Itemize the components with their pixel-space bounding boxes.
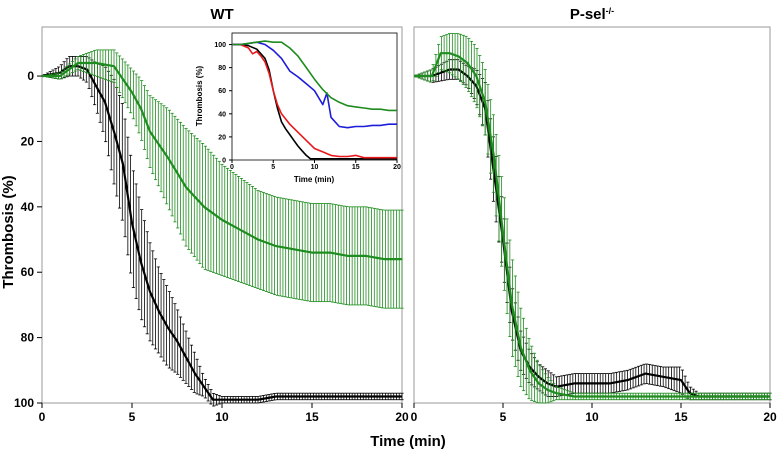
y-tick-label: 60 [218, 88, 226, 95]
y-tick-label: 100 [214, 42, 226, 49]
x-tick-label: 0 [230, 164, 234, 171]
series-line-green [42, 61, 402, 261]
inset-y-axis-label: Thrombosis (%) [195, 65, 204, 126]
series-line-blue [232, 41, 397, 129]
x-tick-label: 20 [393, 164, 401, 171]
y-tick-label: 100 [14, 396, 34, 410]
y-axis-label: Thrombosis (%) [0, 175, 17, 288]
y-tick-label: 0 [222, 158, 226, 165]
plot-frame [413, 26, 771, 404]
series-black [41, 56, 404, 407]
y-tick-label: 40 [218, 111, 226, 118]
series-line-red [232, 43, 397, 159]
series-red [232, 43, 397, 159]
panel-title-superscript: -/- [606, 6, 615, 16]
series-line-black [41, 65, 402, 401]
x-tick-label: 5 [500, 410, 507, 424]
x-tick-label: 0 [39, 410, 46, 424]
panel-title: P-sel-/- [570, 6, 614, 23]
inset-x-axis-label: Time (min) [294, 175, 335, 184]
panel-inset: 0 5 10 15 20 0 20 40 60 80 100 Time (min) Thrombosis… [195, 32, 401, 184]
y-tick-label: 80 [21, 331, 35, 345]
series-green [42, 49, 404, 309]
x-tick-label: 15 [305, 410, 319, 424]
x-tick-label: 0 [411, 410, 418, 424]
series-black [232, 43, 397, 160]
series-green [232, 40, 397, 112]
y-tick-label: 0 [27, 69, 34, 83]
x-tick-label: 20 [763, 410, 777, 424]
series-blue [232, 41, 397, 129]
x-axis-label: Time (min) [370, 433, 446, 450]
series-line-black [232, 43, 397, 160]
series-line-green [414, 52, 770, 398]
y-tick-label: 60 [21, 265, 35, 279]
x-tick-label: 15 [674, 410, 688, 424]
y-tick-label: 80 [218, 65, 226, 72]
series-green [414, 33, 772, 404]
y-tick-label: 20 [21, 134, 35, 148]
x-tick-label: 15 [352, 164, 360, 171]
panel-title: WT [210, 6, 233, 23]
panel-psel: P-sel-/- 0 5 10 15 20 [411, 6, 777, 424]
y-tick-label: 20 [218, 134, 226, 141]
x-tick-label: 10 [215, 410, 229, 424]
x-tick-label: 20 [395, 410, 409, 424]
series-line-green [232, 40, 397, 112]
x-tick-label: 5 [129, 410, 136, 424]
x-tick-label: 10 [311, 164, 319, 171]
x-tick-label: 10 [585, 410, 599, 424]
y-tick-label: 40 [21, 200, 35, 214]
x-tick-label: 5 [271, 164, 275, 171]
